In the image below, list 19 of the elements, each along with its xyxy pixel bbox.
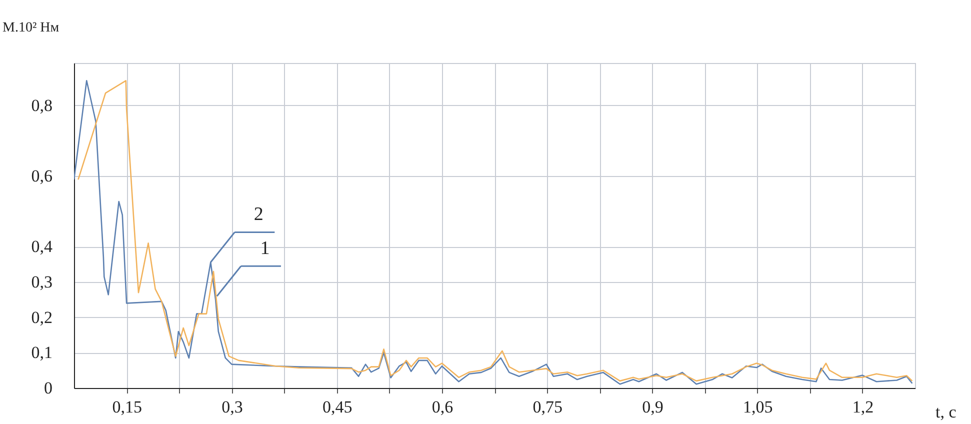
y-tick-label: 0,1 [31, 343, 52, 362]
y-tick-label: 0 [44, 378, 52, 398]
x-tick-label: 1,05 [742, 398, 773, 416]
y-tick-label: 0,4 [31, 237, 53, 256]
y-tick-label: 0,6 [31, 166, 52, 186]
x-tick-label: 1,2 [852, 398, 874, 416]
y-axis-title: M.10² Нм [2, 20, 60, 36]
annotation: 1 [260, 238, 270, 260]
x-tick-label: 0,9 [642, 398, 664, 416]
y-tick-label: 0,8 [31, 96, 52, 115]
x-tick-label: 0,3 [222, 398, 243, 416]
x-tick-label: 0,75 [532, 398, 562, 416]
x-tick-label: 0,6 [432, 398, 454, 416]
annotation: 2 [254, 204, 264, 226]
y-tick-label: 0,2 [31, 308, 52, 327]
x-axis-title: t, c [936, 402, 957, 422]
x-tick-label: 0,45 [322, 398, 352, 416]
x-tick-label: 0,15 [112, 398, 142, 416]
y-tick-label: 0,3 [31, 272, 52, 292]
